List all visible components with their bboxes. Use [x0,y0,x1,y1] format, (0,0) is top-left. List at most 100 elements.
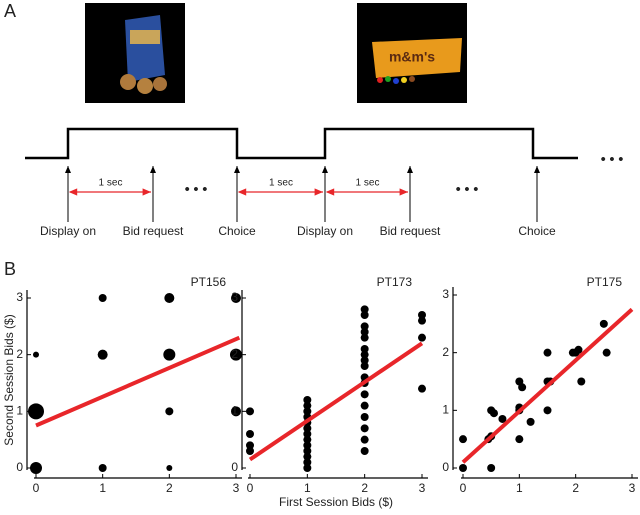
data-point [577,377,586,386]
event-label: Bid request [380,224,441,238]
interval-label: 1 sec [99,178,123,189]
y-tick-label: 3 [16,290,23,304]
data-point [360,350,369,359]
data-point [163,348,176,361]
data-point [360,328,369,336]
data-point [360,345,369,353]
data-point [543,348,552,357]
data-point [360,390,369,399]
y-tick-label: 1 [16,404,23,418]
chart-title: PT156 [191,275,227,289]
data-point [98,464,107,472]
data-point [360,322,369,331]
event-label: Choice [218,224,256,238]
data-point [30,462,42,474]
data-point [246,447,254,455]
data-point [515,435,524,444]
data-point [459,464,467,472]
data-point [303,430,312,438]
x-tick-label: 1 [99,481,106,495]
svg-text:m&m's: m&m's [389,49,435,65]
data-point [360,305,369,314]
data-point [303,441,312,450]
data-point [303,396,312,404]
data-point [303,435,312,444]
data-point [574,345,583,354]
y-tick-label: 0 [16,460,23,474]
data-point [303,447,312,455]
data-point [303,401,312,410]
data-point [33,351,39,358]
x-tick-label: 2 [572,481,579,495]
fit-line [248,341,424,462]
x-tick-label: 0 [460,481,467,495]
data-point [97,349,108,360]
data-point [543,406,552,415]
timeline-trace [25,127,578,160]
data-point [164,293,175,303]
x-tick-label: 3 [233,481,240,495]
x-tick-label: 0 [33,481,40,495]
data-point [303,458,312,467]
x-tick-label: 3 [629,481,636,495]
data-point [602,348,611,357]
panel-label: B [4,259,16,279]
x-tick-label: 1 [304,481,311,495]
y-tick-label: 0 [231,460,238,474]
data-point [98,294,107,302]
data-point [418,311,426,319]
x-tick-label: 0 [247,481,254,495]
y-tick-label: 0 [442,460,449,474]
data-point [246,407,254,416]
data-point [518,383,527,392]
event-label: Display on [297,224,353,238]
y-tick-label: 3 [231,290,238,304]
x-tick-label: 1 [516,481,523,495]
data-point [526,417,535,426]
data-point [230,348,242,361]
data-point [487,464,496,472]
data-point [489,409,498,418]
data-point [360,424,369,433]
chart-title: PT175 [587,275,623,289]
ellipsis: • • • [601,151,624,167]
chart-title: PT173 [377,275,413,289]
data-point [246,441,254,450]
data-point [360,311,369,319]
data-point [360,435,369,444]
data-point [360,333,369,342]
data-point [360,401,369,410]
data-point [459,435,467,444]
data-point [418,316,426,325]
y-tick-label: 3 [442,287,449,301]
event-label: Choice [518,224,556,238]
data-point [418,333,426,342]
data-point [303,424,312,433]
fit-line [461,307,634,464]
data-point [303,452,312,461]
stimulus-image: m&m's [357,3,467,103]
data-point [360,413,369,421]
data-point [498,414,507,423]
data-point [418,384,426,393]
y-tick-label: 1 [231,404,238,418]
y-tick-label: 2 [16,347,23,361]
y-axis-label: Second Session Bids ($) [2,314,16,445]
data-point [360,447,369,455]
y-tick-label: 1 [442,403,449,417]
y-tick-label: 2 [231,347,238,361]
interval-label: 1 sec [356,178,380,189]
x-axis-label: First Session Bids ($) [279,495,393,509]
data-point [246,430,254,438]
data-point [231,293,241,303]
event-label: Display on [40,224,96,238]
ellipsis: • • • [456,181,479,197]
x-tick-label: 3 [419,481,426,495]
data-point [231,406,241,417]
ellipsis: • • • [185,181,208,197]
data-point [360,356,369,365]
data-point [303,407,312,416]
interval-label: 1 sec [269,178,293,189]
panel-label: A [4,1,16,21]
